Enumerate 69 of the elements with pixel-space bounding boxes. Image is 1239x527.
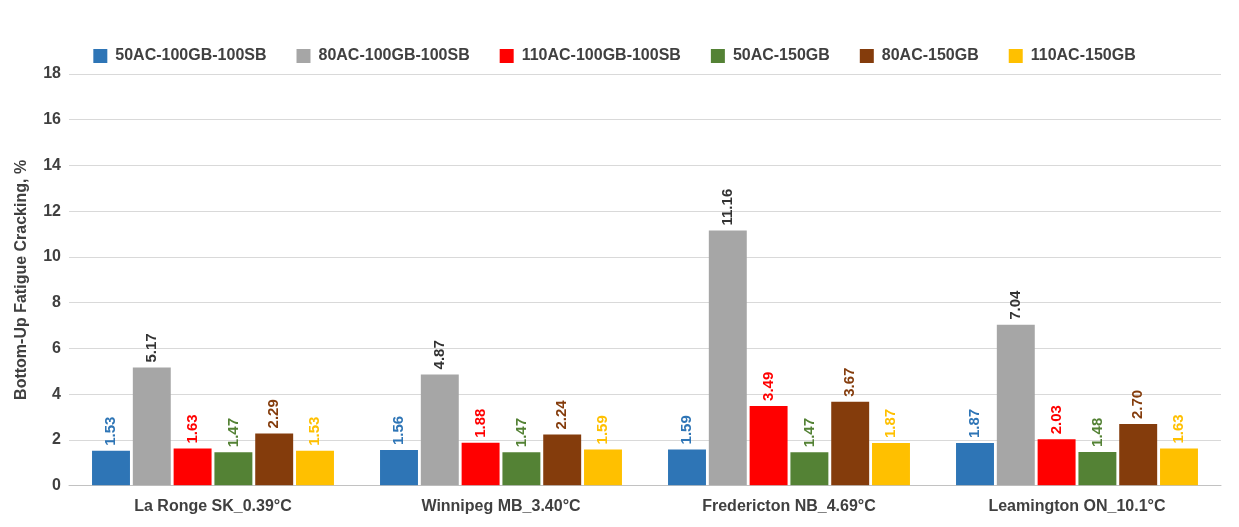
bar bbox=[872, 443, 910, 486]
x-tick-label: Leamington ON_10.1°C bbox=[988, 496, 1166, 514]
data-label: 3.67 bbox=[840, 367, 858, 397]
bar bbox=[380, 450, 418, 486]
data-label: 1.87 bbox=[881, 408, 899, 439]
legend-label: 50AC-150GB bbox=[732, 46, 830, 64]
y-tick-label: 12 bbox=[43, 201, 62, 219]
y-tick-label: 6 bbox=[52, 338, 62, 356]
y-axis-title: Bottom-Up Fatigue Cracking, % bbox=[12, 159, 30, 400]
data-label: 1.53 bbox=[305, 416, 323, 446]
y-tick-label: 10 bbox=[43, 247, 62, 265]
data-label: 1.87 bbox=[965, 408, 983, 439]
data-label: 7.04 bbox=[1005, 289, 1023, 320]
bar bbox=[831, 401, 870, 486]
bar bbox=[502, 452, 541, 486]
bar bbox=[790, 452, 829, 486]
legend-label: 80AC-100GB-100SB bbox=[318, 46, 470, 64]
bar bbox=[1119, 424, 1158, 486]
y-tick-label: 18 bbox=[43, 64, 62, 82]
bar bbox=[708, 230, 747, 486]
x-tick-label: Winnipeg MB_3.40°C bbox=[421, 496, 582, 514]
data-label: 1.47 bbox=[799, 417, 817, 448]
legend-label: 110AC-100GB-100SB bbox=[521, 46, 681, 64]
bar bbox=[749, 405, 788, 486]
data-label: 3.49 bbox=[758, 371, 776, 401]
y-tick-label: 0 bbox=[52, 476, 62, 494]
bar bbox=[1160, 448, 1198, 486]
y-tick-label: 16 bbox=[43, 110, 62, 128]
data-label: 2.03 bbox=[1046, 405, 1064, 435]
legend-label: 80AC-150GB bbox=[881, 46, 979, 64]
data-label: 2.29 bbox=[264, 399, 282, 429]
bar bbox=[132, 367, 171, 486]
y-tick-label: 14 bbox=[43, 155, 62, 173]
y-tick-label: 4 bbox=[52, 384, 62, 402]
x-tick-label: Fredericton NB_4.69°C bbox=[702, 496, 877, 514]
bar bbox=[1078, 451, 1117, 486]
bar bbox=[92, 450, 130, 486]
data-label: 1.63 bbox=[182, 414, 200, 444]
bar bbox=[214, 452, 253, 486]
data-label: 5.17 bbox=[141, 333, 159, 363]
bar bbox=[461, 442, 500, 486]
data-label: 1.88 bbox=[470, 408, 488, 438]
data-label: 1.56 bbox=[389, 415, 407, 446]
data-label: 2.24 bbox=[552, 399, 570, 430]
data-label: 1.47 bbox=[223, 417, 241, 448]
bar bbox=[255, 433, 294, 486]
bar bbox=[543, 434, 582, 486]
bar bbox=[173, 448, 212, 486]
bar bbox=[420, 374, 459, 486]
bar bbox=[668, 449, 706, 486]
legend-label: 110AC-150GB bbox=[1030, 46, 1136, 64]
legend-label: 50AC-100GB-100SB bbox=[115, 46, 267, 64]
bar bbox=[1037, 439, 1076, 486]
bar bbox=[956, 443, 994, 486]
bar bbox=[584, 449, 622, 486]
data-label: 1.59 bbox=[593, 415, 611, 445]
data-label: 1.63 bbox=[1169, 414, 1187, 444]
data-label: 11.16 bbox=[717, 188, 735, 226]
y-tick-label: 8 bbox=[52, 293, 62, 311]
data-label: 2.70 bbox=[1128, 389, 1146, 420]
data-label: 4.87 bbox=[429, 340, 447, 370]
bar bbox=[296, 450, 334, 486]
bar bbox=[996, 324, 1035, 486]
x-tick-label: La Ronge SK_0.39°C bbox=[134, 496, 293, 514]
data-label: 1.53 bbox=[101, 416, 119, 446]
data-label: 1.48 bbox=[1087, 417, 1105, 447]
y-tick-label: 2 bbox=[52, 430, 62, 448]
data-label: 1.59 bbox=[677, 415, 695, 445]
data-label: 1.47 bbox=[511, 417, 529, 448]
